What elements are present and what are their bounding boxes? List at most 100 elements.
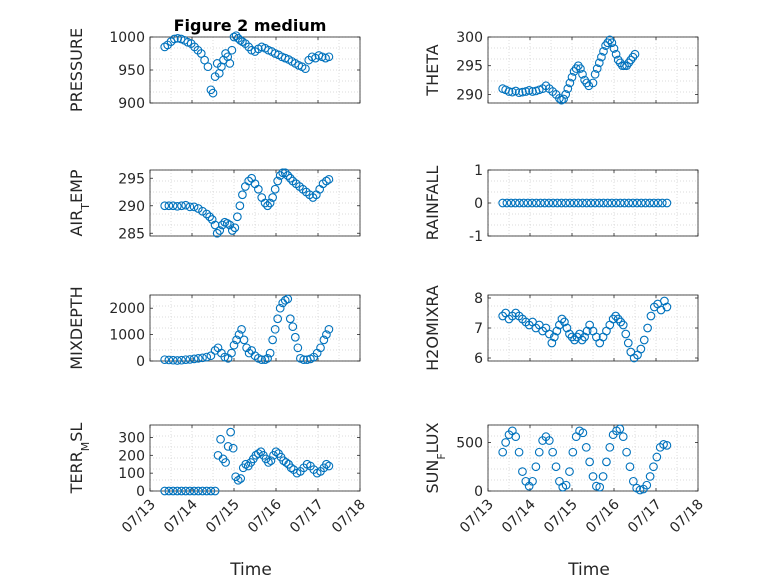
data-point — [603, 38, 613, 48]
data-point — [662, 198, 672, 208]
data-point — [193, 354, 203, 363]
data-point — [592, 64, 602, 73]
data-point — [210, 486, 220, 496]
data-point — [649, 462, 658, 472]
data-point — [240, 182, 250, 191]
axes-box — [487, 36, 699, 104]
data-point — [268, 335, 277, 345]
data-point — [573, 61, 583, 71]
data-point — [602, 457, 611, 467]
data-point — [221, 458, 230, 467]
data-point — [590, 69, 600, 79]
y-axis-label: AIRTEMP — [67, 169, 92, 236]
data-point — [575, 329, 584, 339]
subplot-8: 0 500 SUNFLUX 07/13 07/14 07/15 07/16 07/17 07/1… — [423, 422, 707, 580]
data-point — [552, 326, 562, 336]
data-point — [625, 462, 635, 472]
data-point — [573, 198, 583, 208]
subplot-4: -1 0 1 RAINFALL — [423, 163, 699, 245]
data-point — [548, 447, 558, 457]
data-point — [540, 198, 550, 208]
data-point — [565, 78, 575, 88]
data-point — [504, 87, 514, 96]
data-point — [624, 58, 634, 68]
data-point — [620, 198, 629, 208]
data-point — [189, 354, 199, 364]
data-point — [168, 355, 178, 365]
data-point — [257, 193, 267, 202]
data-point — [662, 302, 672, 312]
data-point — [324, 175, 334, 184]
data-point — [578, 198, 587, 208]
data-point — [498, 447, 508, 457]
data-point — [266, 456, 276, 466]
y-tick-label: 1 — [474, 163, 483, 179]
data-point — [241, 459, 251, 469]
data-point — [172, 486, 182, 496]
data-point — [506, 198, 516, 208]
data-point — [319, 335, 329, 345]
data-point — [586, 198, 596, 208]
data-point — [193, 486, 203, 496]
data-point — [527, 198, 537, 208]
data-point — [270, 324, 280, 334]
data-point — [580, 332, 589, 342]
data-point — [257, 355, 267, 365]
y-axis-label: RAINFALL — [423, 166, 442, 241]
data-point — [518, 467, 527, 476]
data-point — [202, 486, 212, 496]
y-tick-label: 1000 — [109, 328, 145, 344]
data-point — [628, 52, 638, 62]
data-point — [645, 198, 655, 208]
y-tick-label: 7 — [474, 321, 483, 337]
data-point — [561, 480, 571, 490]
data-point — [160, 486, 170, 496]
data-point — [659, 440, 668, 449]
data-point — [569, 198, 579, 208]
data-point — [611, 49, 621, 59]
data-point — [628, 476, 638, 486]
data-point — [181, 200, 191, 210]
data-point — [544, 329, 554, 339]
data-point — [605, 442, 615, 452]
data-point — [227, 226, 237, 235]
y-tick-label: 6 — [474, 351, 483, 367]
y-axis-label-tail: EMP — [67, 169, 86, 203]
data-point — [212, 228, 222, 238]
data-point — [237, 324, 246, 334]
subplot-1: 900 950 1000 PRESSURE — [67, 28, 361, 112]
data-point — [254, 449, 263, 458]
data-point — [639, 335, 649, 345]
data-point — [662, 441, 672, 450]
data-point — [571, 64, 581, 73]
data-point — [557, 95, 566, 105]
data-point — [227, 45, 237, 55]
data-point — [510, 198, 520, 208]
data-point — [649, 198, 659, 208]
data-point — [653, 198, 663, 208]
y-tick-label: 2000 — [109, 301, 145, 317]
data-point — [286, 463, 296, 473]
data-point — [288, 322, 298, 332]
y-axis-label-main: AIR — [67, 210, 86, 237]
y-axis-label-main: PRESSURE — [67, 28, 86, 112]
data-point — [523, 198, 533, 208]
data-point — [656, 305, 666, 315]
data-point — [646, 311, 656, 321]
data-point — [615, 198, 625, 208]
data-point — [225, 220, 235, 230]
y-tick-label: 500 — [456, 435, 483, 451]
y-axis-label: H2OMIXRA — [423, 285, 442, 371]
data-point — [611, 311, 621, 321]
data-point — [238, 190, 247, 200]
data-point — [244, 348, 254, 358]
data-point — [181, 355, 191, 365]
data-point — [550, 332, 559, 342]
data-point — [511, 432, 521, 441]
data-point — [189, 486, 199, 496]
data-point — [206, 486, 216, 496]
data-point — [236, 474, 246, 483]
data-point — [315, 184, 325, 194]
data-point — [281, 458, 291, 467]
data-point — [273, 314, 283, 324]
